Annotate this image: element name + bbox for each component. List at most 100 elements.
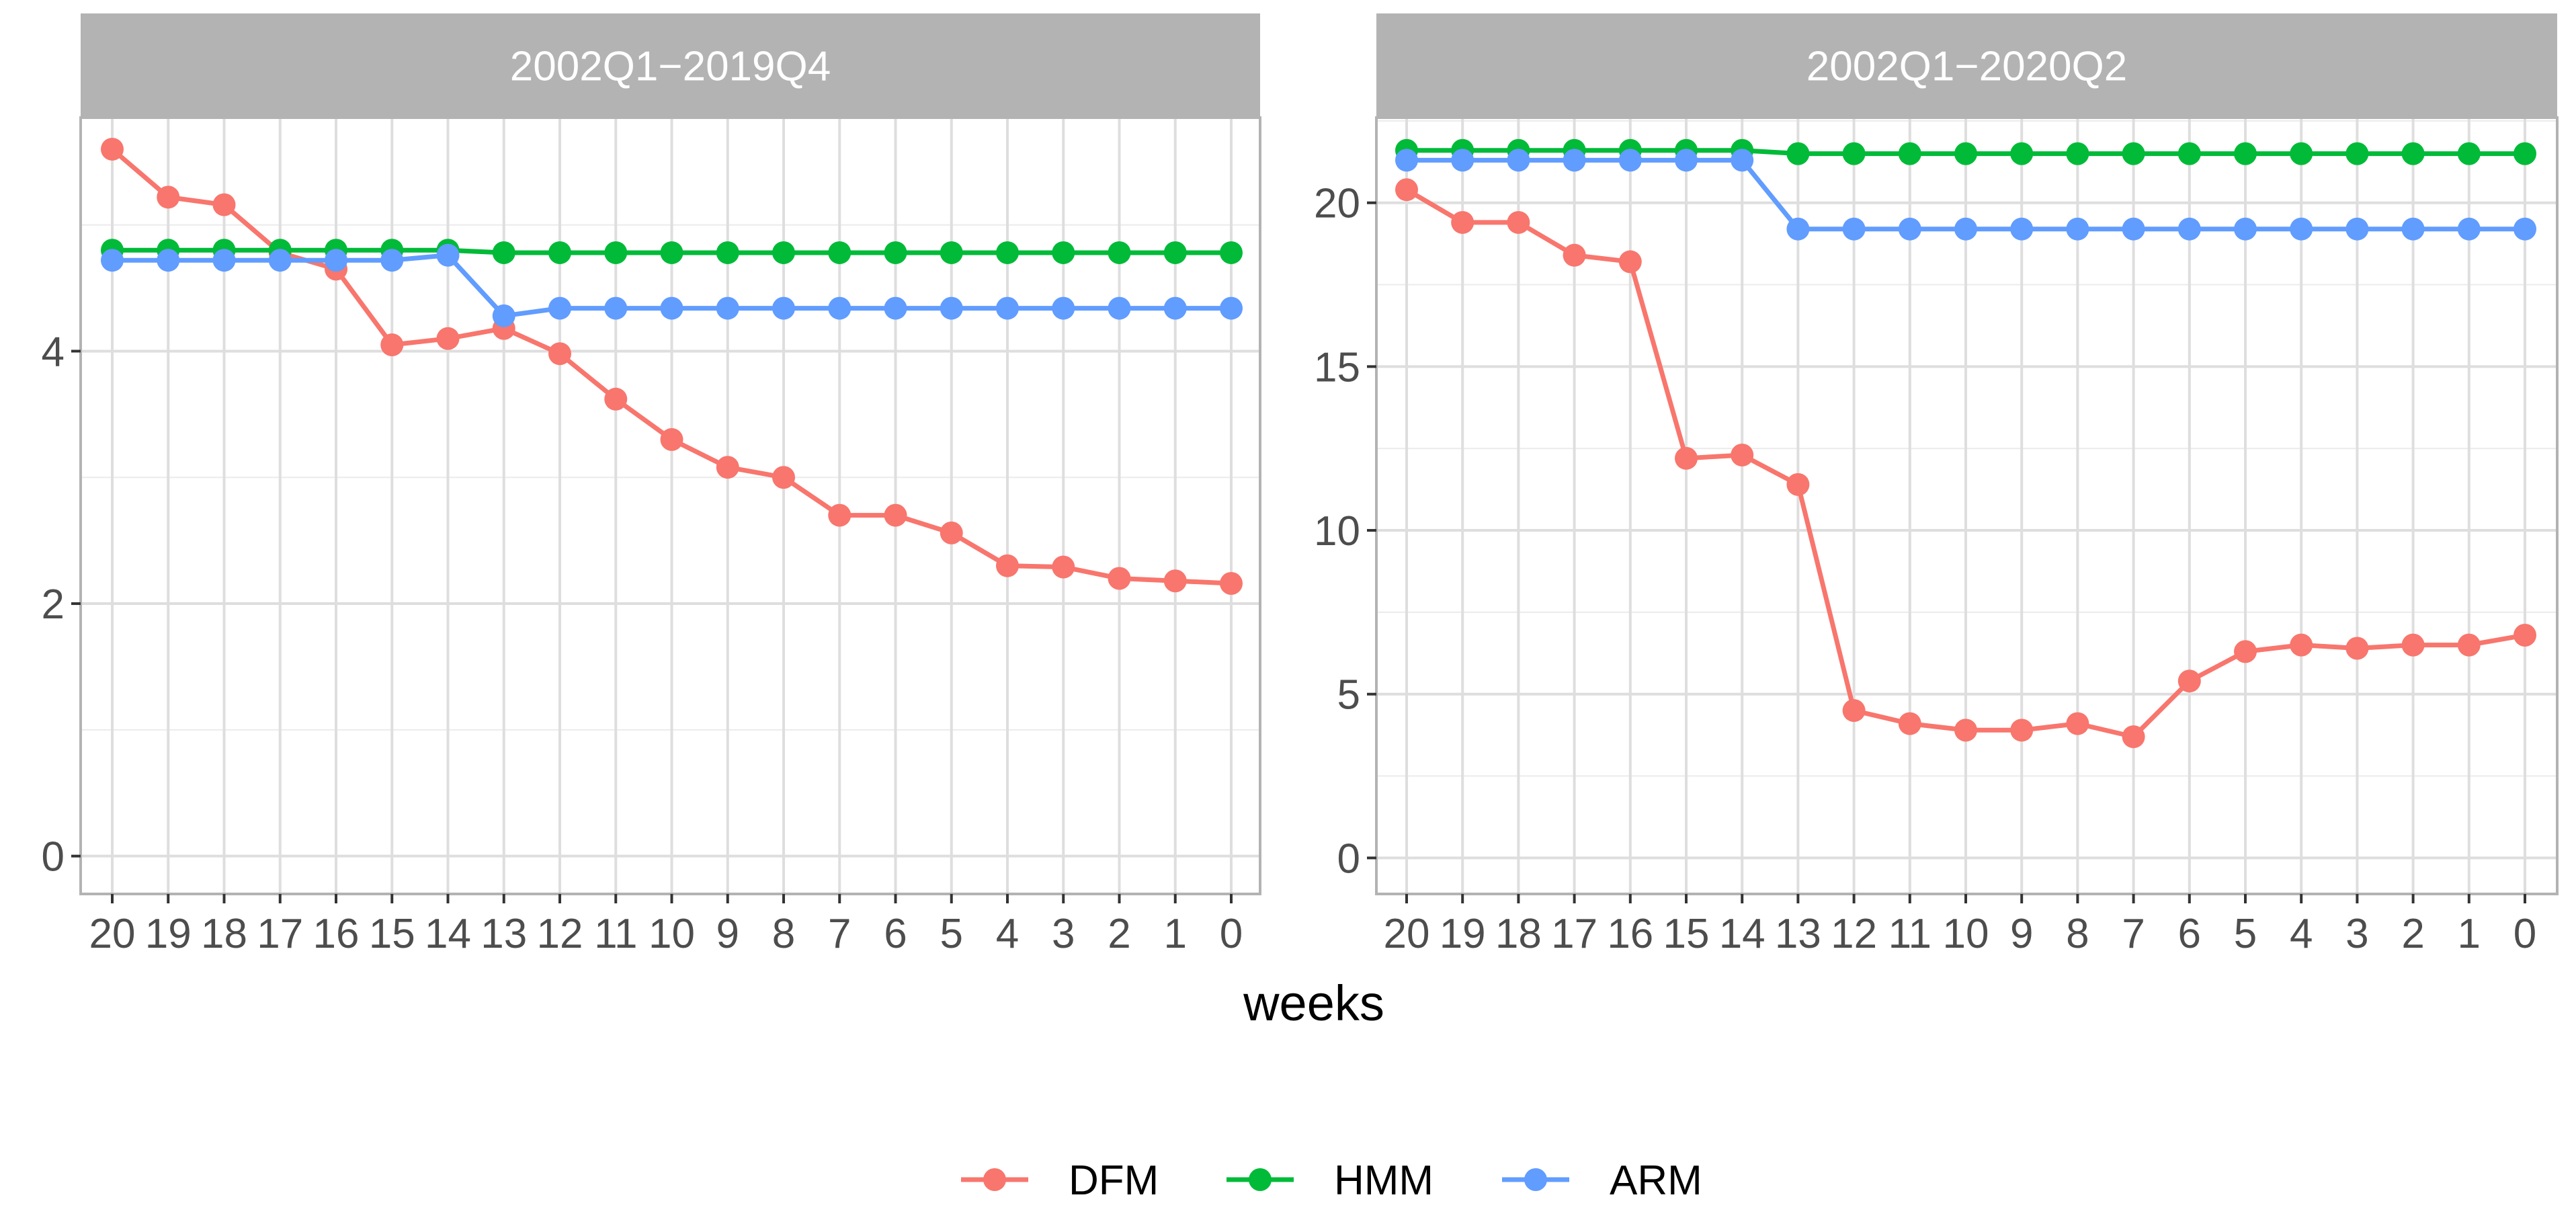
data-point-dfm	[716, 456, 739, 479]
data-point-hmm	[1108, 241, 1131, 264]
y-tick-label: 4	[42, 329, 65, 375]
data-point-arm	[1451, 149, 1474, 172]
data-point-dfm	[1108, 567, 1131, 590]
data-point-hmm	[1898, 142, 1921, 165]
y-tick-label: 20	[1314, 181, 1360, 227]
facet-strip	[81, 13, 1260, 118]
x-tick-label: 6	[2178, 911, 2201, 957]
y-tick-label: 15	[1314, 344, 1360, 391]
data-point-dfm	[1163, 569, 1187, 593]
data-point-dfm	[1618, 250, 1642, 274]
data-point-arm	[2290, 217, 2313, 241]
x-tick-label: 7	[828, 911, 851, 957]
data-point-arm	[268, 249, 292, 272]
legend-label: DFM	[1069, 1157, 1159, 1204]
x-tick-label: 0	[1220, 911, 1243, 957]
data-point-dfm	[1786, 473, 1810, 496]
x-tick-label: 9	[2010, 911, 2033, 957]
data-point-arm	[604, 296, 628, 320]
x-tick-label: 20	[1384, 911, 1430, 957]
data-point-arm	[2345, 217, 2369, 241]
x-tick-label: 13	[1775, 911, 1821, 957]
data-point-hmm	[2513, 142, 2536, 165]
x-tick-label: 3	[1052, 911, 1075, 957]
data-point-dfm	[940, 521, 963, 544]
x-tick-label: 4	[2290, 911, 2313, 957]
data-point-hmm	[2122, 142, 2145, 165]
data-point-arm	[2513, 217, 2536, 241]
x-tick-label: 16	[1607, 911, 1653, 957]
facet-strip-title: 2002Q1−2019Q4	[510, 44, 831, 90]
x-tick-label: 12	[1831, 911, 1877, 957]
x-tick-label: 13	[481, 911, 527, 957]
data-point-hmm	[1220, 241, 1243, 264]
x-tick-label: 14	[1719, 911, 1765, 957]
data-point-dfm	[996, 554, 1019, 577]
data-point-dfm	[548, 342, 571, 366]
data-point-hmm	[2177, 142, 2201, 165]
x-tick-label: 10	[1943, 911, 1989, 957]
legend-label: ARM	[1610, 1157, 1702, 1204]
data-point-arm	[1842, 217, 1866, 241]
x-tick-label: 20	[89, 911, 136, 957]
x-tick-label: 4	[996, 911, 1019, 957]
x-tick-label: 12	[537, 911, 583, 957]
x-tick-label: 3	[2345, 911, 2368, 957]
data-point-hmm	[604, 241, 628, 264]
x-tick-label: 6	[884, 911, 907, 957]
data-point-arm	[2457, 217, 2481, 241]
x-axis-title: weeks	[1243, 975, 1384, 1031]
data-point-arm	[1954, 217, 1977, 241]
data-point-arm	[1675, 149, 1698, 172]
data-point-arm	[436, 243, 460, 267]
data-point-dfm	[1220, 572, 1243, 595]
data-point-hmm	[772, 241, 795, 264]
x-tick-label: 19	[145, 911, 192, 957]
x-tick-label: 2	[2401, 911, 2424, 957]
x-tick-label: 10	[649, 911, 695, 957]
data-point-hmm	[2234, 142, 2257, 165]
data-point-arm	[772, 296, 795, 320]
data-point-arm	[2122, 217, 2145, 241]
data-point-arm	[1052, 296, 1075, 320]
data-point-arm	[2010, 217, 2034, 241]
legend-marker	[1524, 1168, 1547, 1191]
x-tick-label: 7	[2122, 911, 2145, 957]
data-point-hmm	[2345, 142, 2369, 165]
y-tick-label: 0	[42, 834, 65, 881]
data-point-dfm	[436, 327, 460, 350]
x-tick-label: 2	[1108, 911, 1130, 957]
data-point-dfm	[1052, 555, 1075, 579]
data-point-arm	[548, 296, 571, 320]
data-point-arm	[1108, 296, 1131, 320]
data-point-dfm	[828, 503, 851, 527]
legend-item-dfm: DFM	[961, 1157, 1159, 1204]
x-tick-label: 8	[772, 911, 795, 957]
data-point-hmm	[1052, 241, 1075, 264]
y-tick-label: 2	[42, 581, 65, 628]
x-tick-label: 11	[1888, 911, 1931, 957]
data-point-dfm	[1954, 719, 1977, 742]
data-point-dfm	[380, 333, 404, 357]
data-point-hmm	[660, 241, 683, 264]
data-point-dfm	[2122, 725, 2145, 749]
x-tick-label: 18	[1495, 911, 1542, 957]
data-point-hmm	[996, 241, 1019, 264]
data-point-dfm	[1842, 699, 1866, 723]
data-point-dfm	[2010, 719, 2034, 742]
data-point-dfm	[1507, 210, 1530, 234]
x-tick-label: 8	[2066, 911, 2089, 957]
data-point-hmm	[716, 241, 739, 264]
data-point-dfm	[1563, 243, 1586, 267]
data-point-hmm	[1954, 142, 1977, 165]
x-tick-label: 19	[1440, 911, 1486, 957]
x-tick-label: 15	[369, 911, 415, 957]
x-tick-label: 5	[2234, 911, 2257, 957]
y-tick-label: 0	[1337, 835, 1360, 882]
data-point-arm	[660, 296, 683, 320]
x-tick-label: 16	[313, 911, 360, 957]
x-tick-label: 0	[2513, 911, 2536, 957]
legend-marker	[983, 1168, 1006, 1191]
